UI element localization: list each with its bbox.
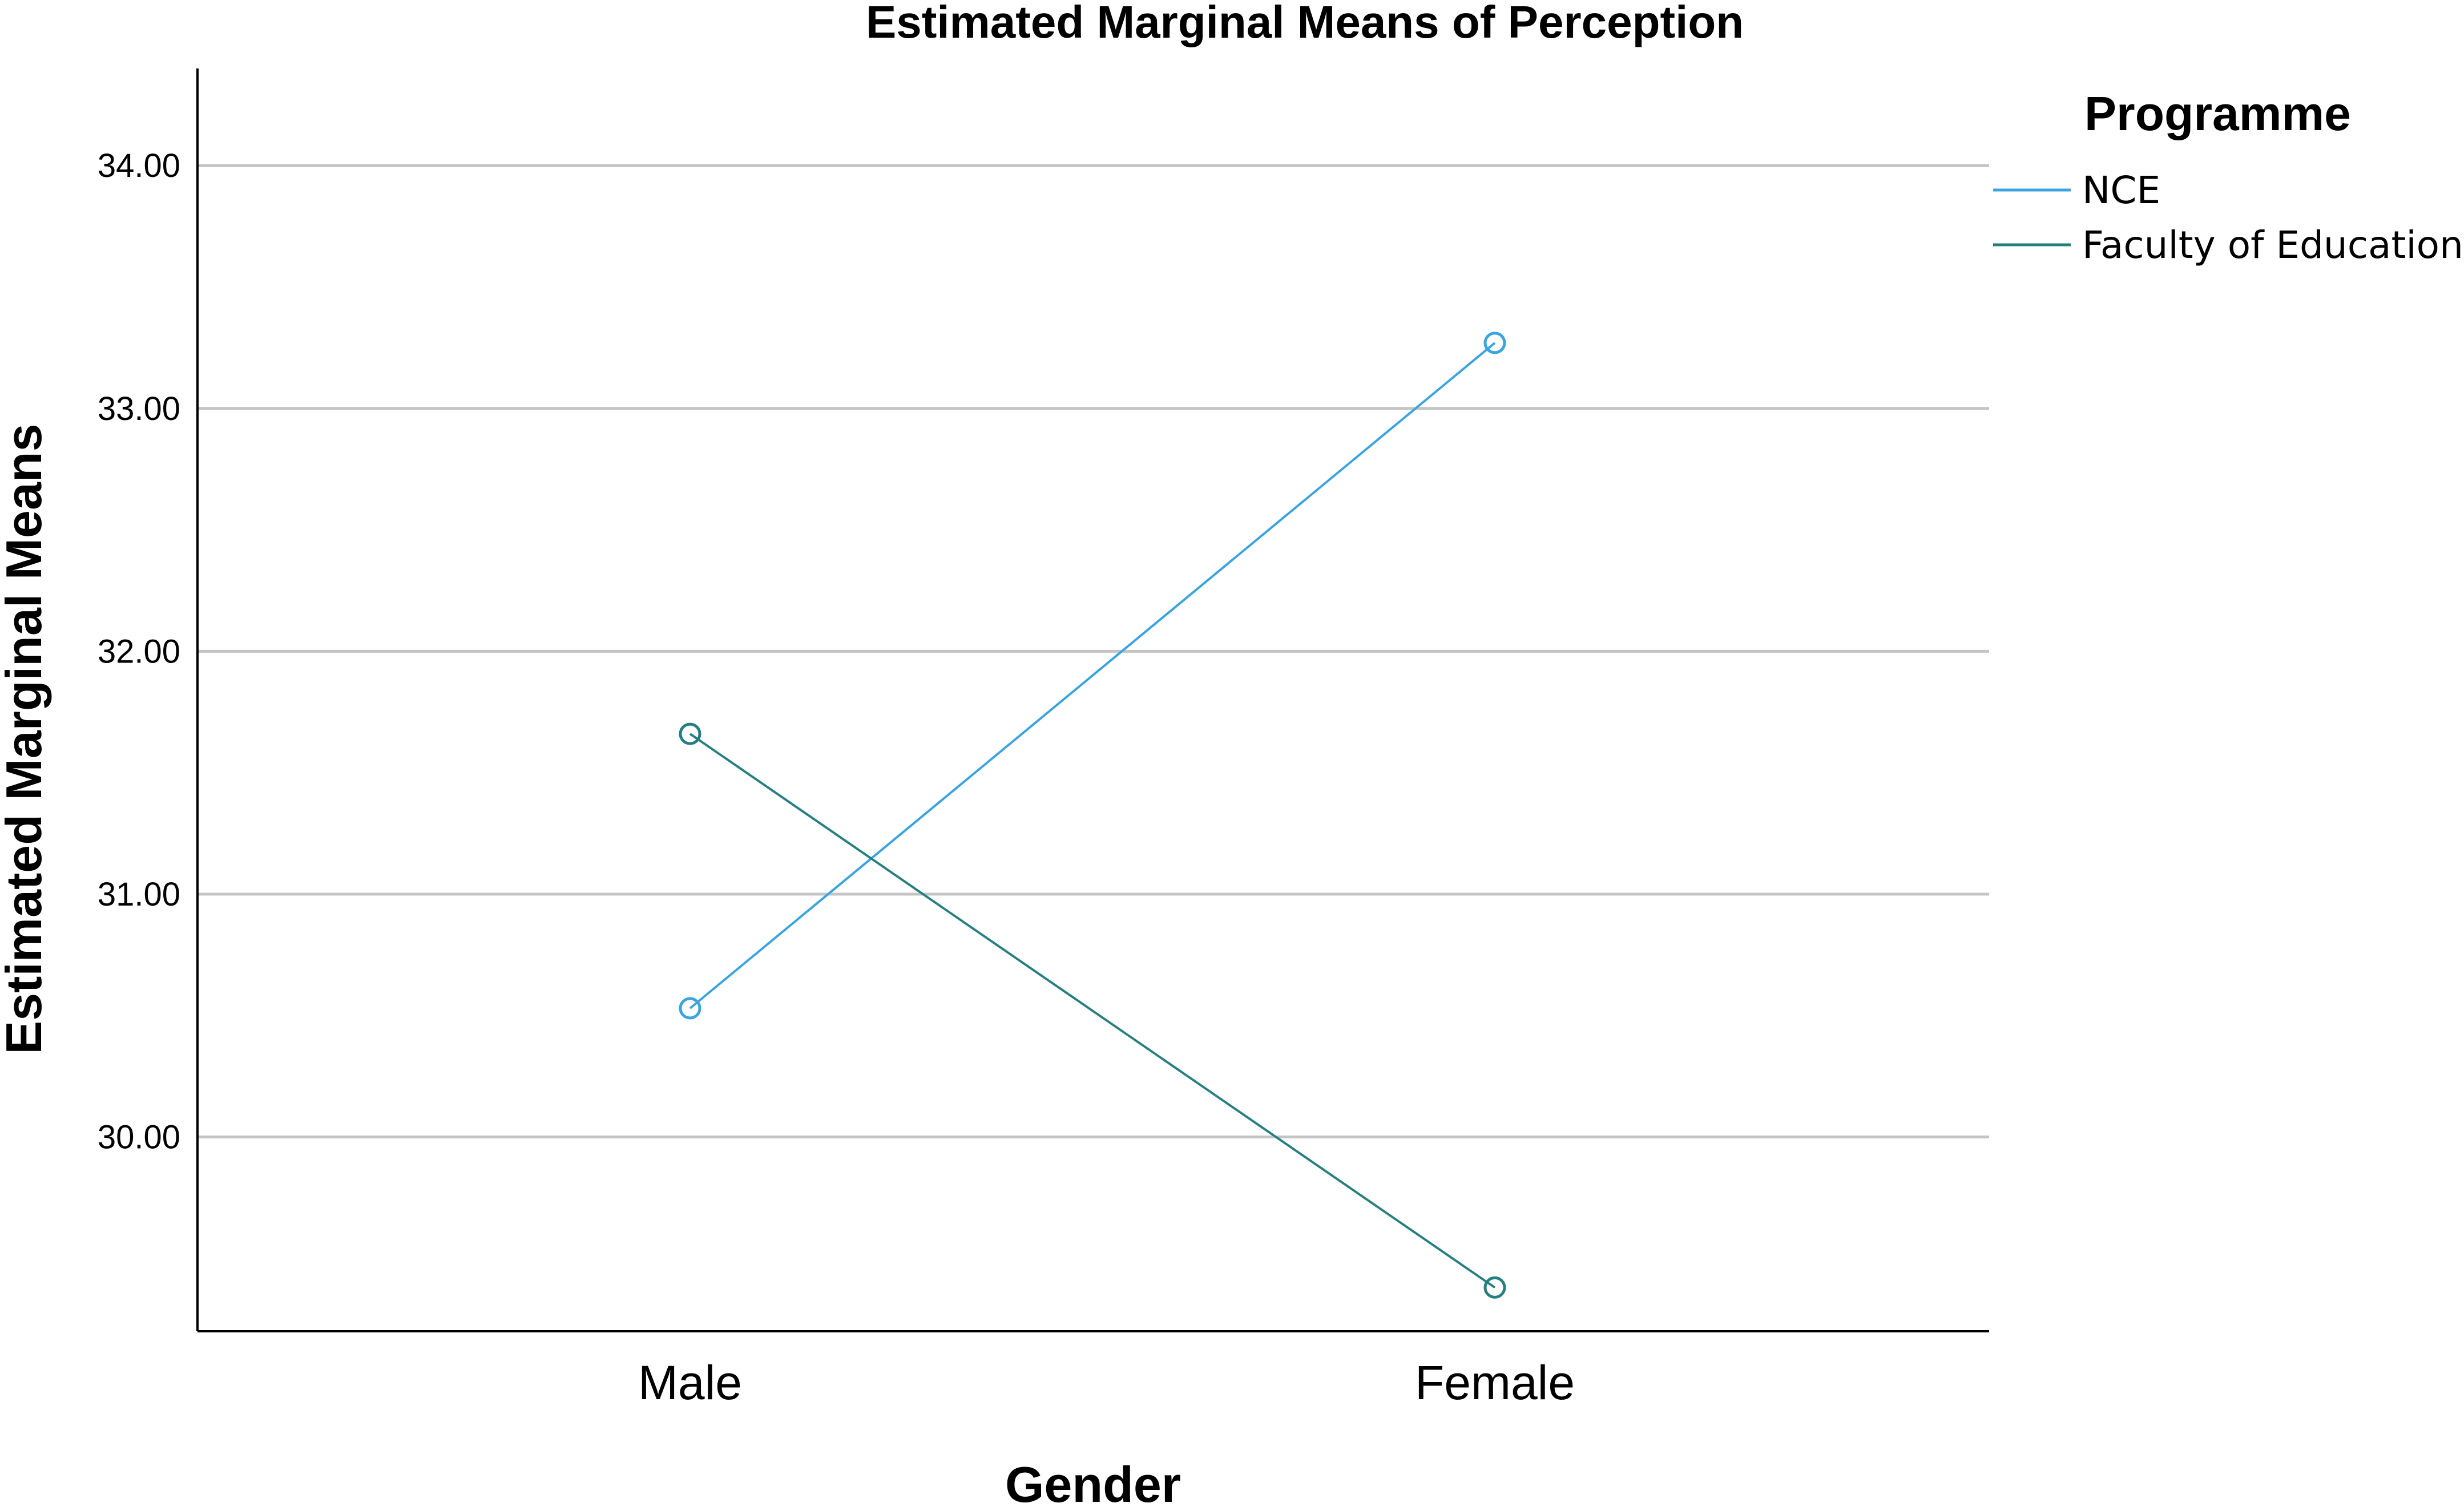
- series-line: [689, 733, 1496, 1289]
- gridlines: [197, 164, 1989, 1139]
- data-point: [1483, 1276, 1506, 1299]
- y-tick-label: 32.00: [98, 633, 180, 670]
- data-point: [1483, 332, 1506, 354]
- x-tick-label: Male: [638, 1356, 742, 1409]
- y-tick-labels: 30.00 31.00 32.00 33.00 34.00: [98, 147, 180, 1155]
- series: [679, 332, 1506, 1020]
- legend-item: NCE: [1993, 168, 2160, 212]
- y-axis-title: Estimated Marginal Means: [0, 423, 52, 1054]
- y-tick-label: 30.00: [98, 1119, 180, 1156]
- legend: Programme NCE Faculty of Education: [1993, 87, 2463, 267]
- y-tick-label: 34.00: [98, 147, 180, 184]
- series-lines: [679, 332, 1506, 1299]
- series: [679, 722, 1506, 1299]
- series-line: [689, 342, 1496, 1009]
- legend-label: NCE: [2082, 168, 2160, 212]
- data-point: [679, 997, 701, 1020]
- legend-title: Programme: [2084, 87, 2351, 140]
- axes: [196, 68, 1989, 1332]
- y-tick-label: 31.00: [98, 876, 180, 913]
- data-point: [679, 722, 701, 745]
- legend-item: Faculty of Education: [1993, 223, 2463, 267]
- y-tick-label: 33.00: [98, 390, 180, 427]
- x-tick-labels: Male Female: [638, 1356, 1575, 1409]
- legend-label: Faculty of Education: [2082, 223, 2463, 267]
- chart-title: Estimated Marginal Means of Perception: [866, 0, 1744, 47]
- x-tick-label: Female: [1415, 1356, 1575, 1409]
- x-axis-title: Gender: [1005, 1456, 1181, 1507]
